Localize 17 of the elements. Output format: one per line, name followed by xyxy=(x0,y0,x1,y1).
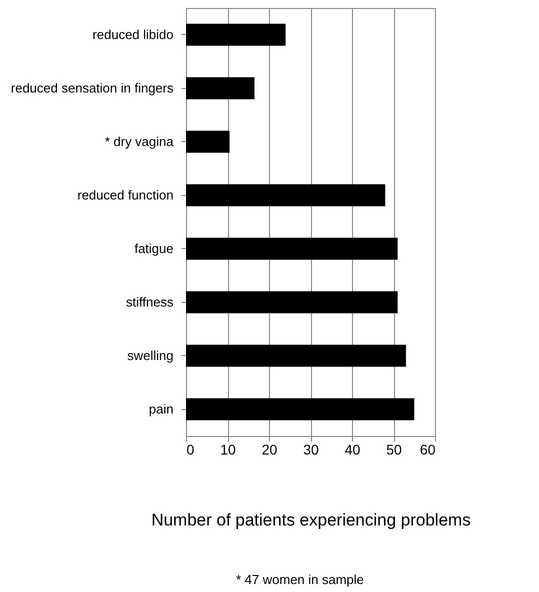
y-tick-label: pain xyxy=(148,401,174,416)
x-tick-label: 20 xyxy=(262,442,278,458)
y-tick-label: swelling xyxy=(127,348,174,363)
y-tick-label: fatigue xyxy=(134,240,174,256)
x-tick-label: 60 xyxy=(420,442,436,458)
y-tick-label: reduced function xyxy=(77,187,174,202)
x-tick-label: 40 xyxy=(344,442,360,458)
y-tick-label: reduced libido xyxy=(92,26,174,42)
x-tick-label: 30 xyxy=(303,442,319,458)
y-tick-label: * dry vagina xyxy=(104,134,174,149)
text: * 47 women in sample xyxy=(236,572,364,587)
x-axis-title: Number of patients experiencing problems xyxy=(151,510,471,530)
x-tick-label: 10 xyxy=(220,442,236,458)
x-tick-label: 0 xyxy=(186,442,194,458)
y-tick-label: stiffness xyxy=(126,294,174,310)
y-tick-label: reduced sensation in fingers xyxy=(10,80,174,96)
x-tick-label: 50 xyxy=(386,442,402,458)
